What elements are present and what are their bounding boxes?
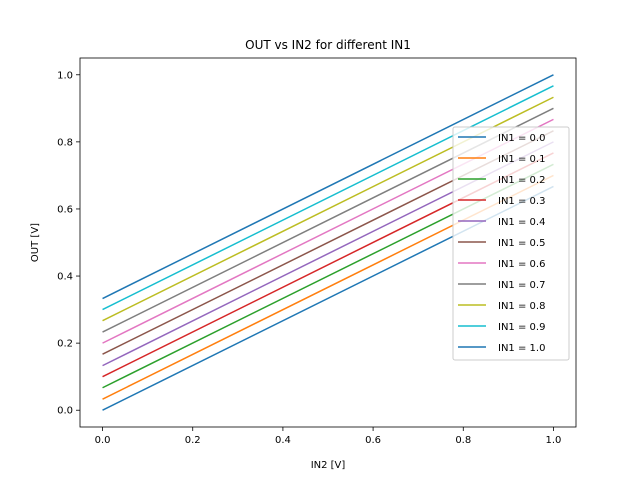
y-axis: 0.0 0.2 0.4 0.6 0.8 1.0 [57, 70, 80, 417]
legend-label-9: IN1 = 0.9 [498, 322, 545, 333]
y-tick-label-0: 0.0 [57, 406, 73, 417]
x-axis: 0.0 0.2 0.4 0.6 0.8 1.0 [95, 427, 562, 446]
y-tick-label-4: 0.8 [57, 137, 73, 148]
y-tick-label-5: 1.0 [57, 70, 73, 81]
legend-label-5: IN1 = 0.5 [498, 238, 545, 249]
y-tick-label-3: 0.6 [57, 204, 73, 215]
x-axis-label: IN2 [V] [311, 460, 346, 471]
plot-frame [79, 57, 577, 428]
x-tick-label-1: 0.2 [185, 435, 201, 446]
y-axis-label: OUT [V] [30, 223, 41, 262]
x-tick-label-4: 0.8 [455, 435, 471, 446]
series-line-9 [102, 85, 554, 311]
x-tick-label-2: 0.4 [275, 435, 291, 446]
legend-label-6: IN1 = 0.6 [498, 259, 545, 270]
legend-label-0: IN1 = 0.0 [498, 133, 545, 144]
chart-title: OUT vs IN2 for different IN1 [245, 38, 411, 52]
legend-box [452, 126, 570, 361]
plot-lines [102, 74, 554, 411]
legend: IN1 = 0.0 IN1 = 0.1 IN1 = 0.2 IN1 = 0.3 IN1 … [452, 126, 570, 361]
legend-label-7: IN1 = 0.7 [498, 280, 545, 291]
series-line-10 [102, 74, 554, 300]
x-tick-label-0: 0.0 [95, 435, 111, 446]
y-tick-label-1: 0.2 [57, 339, 73, 350]
legend-label-10: IN1 = 1.0 [498, 343, 545, 354]
legend-label-1: IN1 = 0.1 [498, 154, 545, 165]
y-tick-label-2: 0.4 [57, 272, 73, 283]
x-tick-label-3: 0.6 [365, 435, 381, 446]
x-tick-label-5: 1.0 [546, 435, 562, 446]
legend-label-2: IN1 = 0.2 [498, 175, 545, 186]
legend-label-8: IN1 = 0.8 [498, 301, 545, 312]
legend-label-4: IN1 = 0.4 [498, 217, 545, 228]
legend-label-3: IN1 = 0.3 [498, 196, 545, 207]
